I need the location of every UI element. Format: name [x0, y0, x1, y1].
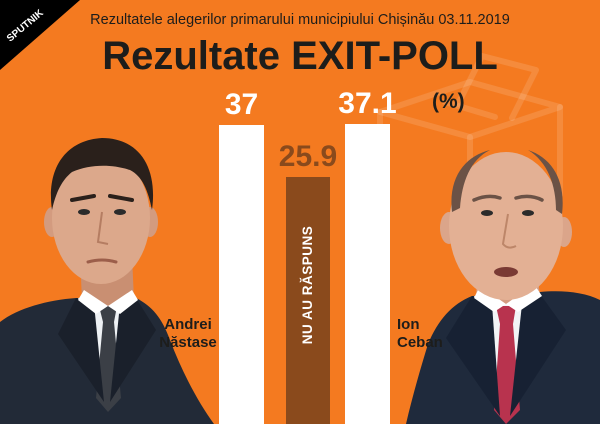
hair	[50, 138, 154, 210]
eyebrow-right	[514, 194, 544, 202]
logo-corner	[0, 0, 80, 70]
lapel-left	[446, 296, 500, 416]
lapel-left	[58, 298, 104, 402]
eyebrow-right	[108, 194, 134, 202]
mouth	[86, 258, 118, 264]
ballot-box-top	[377, 79, 563, 140]
unit-label: (%)	[432, 90, 465, 113]
bar-andrei-nastase	[219, 124, 264, 424]
bar-ion-ceban	[345, 124, 390, 424]
eye-left	[78, 209, 90, 215]
candidate-photo-ion-ceban	[406, 150, 600, 424]
category-label-ion-ceban: Ion Ceban	[397, 316, 443, 351]
value-label-ion-ceban: 37.1	[338, 87, 397, 121]
eye-left	[481, 210, 493, 216]
value-label-andrei-nastase: 37	[224, 87, 259, 121]
nose	[501, 213, 517, 249]
nose	[96, 211, 109, 245]
bar-nu-au-raspuns	[286, 176, 330, 424]
eyebrow-left	[472, 194, 502, 202]
sputnik-logo: SPUTNIK	[0, 0, 80, 70]
category-label-andrei-nastase: Andrei Năstase	[159, 316, 217, 351]
chart-subtitle: Rezultatele alegerilor primarului munici…	[90, 12, 510, 28]
candidate-photo-andrei-nastase	[0, 138, 214, 424]
value-label-nu-au-raspuns: 25.9	[278, 139, 338, 173]
collar	[78, 290, 138, 314]
mouth	[494, 267, 518, 277]
category-label-nu-au-raspuns: NU AU RĂSPUNS	[300, 225, 315, 345]
eye-right	[522, 210, 534, 216]
lapel-right	[510, 294, 566, 416]
ballot-paper	[455, 53, 539, 121]
eye-right	[114, 209, 126, 215]
lapel-right	[110, 298, 156, 402]
chart-title: Rezultate EXIT-POLL	[102, 34, 498, 78]
ballot-box-slot	[442, 99, 498, 120]
eyebrow-left	[70, 194, 96, 202]
